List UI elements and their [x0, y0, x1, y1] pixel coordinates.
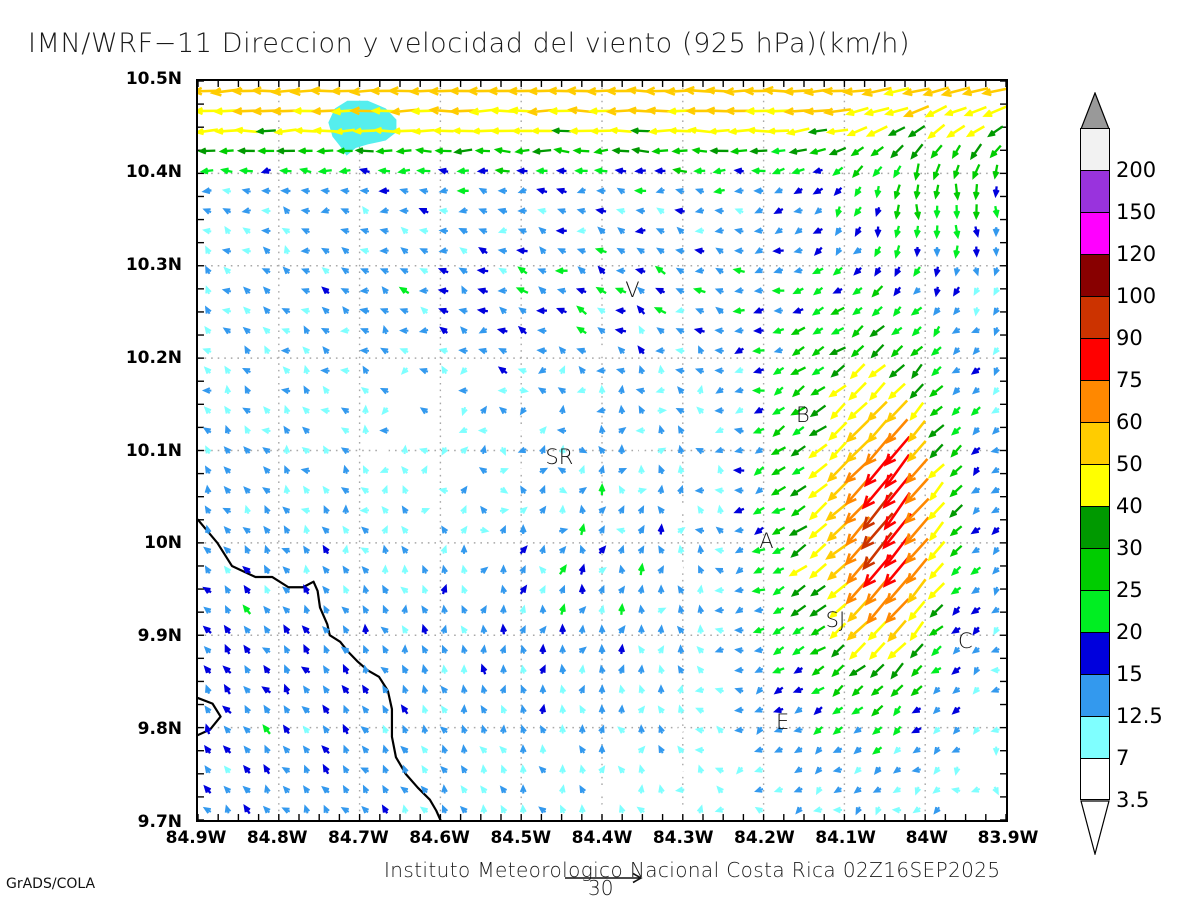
x-axis-tick-84W: 84W — [905, 828, 949, 848]
colorbar-bottom-arrow — [1080, 800, 1110, 855]
x-axis-tick-84.4W: 84.4W — [571, 828, 633, 848]
colorbar-label-7: 7 — [1116, 746, 1130, 770]
x-axis-tick-84.7W: 84.7W — [328, 828, 389, 848]
colorbar-label-120: 120 — [1116, 242, 1157, 266]
colorbar-band-100 — [1080, 254, 1110, 296]
colorbar-band-7 — [1080, 716, 1110, 758]
colorbar-band-200 — [1080, 128, 1110, 170]
colorbar-label-30: 30 — [1116, 536, 1143, 560]
y-axis-tick-10.4N: 10.4N — [125, 161, 182, 182]
colorbar-band-15 — [1080, 632, 1110, 674]
x-axis-tick-84.8W: 84.8W — [246, 828, 308, 848]
colorbar-label-40: 40 — [1116, 494, 1143, 518]
colorbar-band-3.5 — [1080, 758, 1110, 800]
colorbar-label-12.5: 12.5 — [1116, 704, 1163, 728]
colorbar-label-20: 20 — [1116, 620, 1143, 644]
colorbar-label-150: 150 — [1116, 200, 1157, 224]
colorbar-label-90: 90 — [1116, 326, 1143, 350]
plot-area: V B SR A SJ C E — [196, 79, 1008, 822]
page-title: IMN/WRF−11 Direccion y velocidad del vie… — [28, 28, 911, 59]
speed-colorbar: 200 150 120 100 90 75 60 50 40 30 25 20 15 12.5 7 3.5 — [1080, 92, 1190, 855]
colorbar-band-50 — [1080, 422, 1110, 464]
colorbar-bands — [1080, 128, 1110, 800]
colorbar-label-75: 75 — [1116, 368, 1143, 392]
colorbar-band-90 — [1080, 296, 1110, 338]
colorbar-label-15: 15 — [1116, 662, 1143, 686]
colorbar-label-100: 100 — [1116, 284, 1157, 308]
colorbar-band-20 — [1080, 590, 1110, 632]
y-axis-tick-9.8N: 9.8N — [137, 719, 182, 740]
colorbar-top-arrow — [1080, 92, 1110, 130]
y-axis-tick-10.1N: 10.1N — [125, 440, 182, 461]
grads-credit: GrADS/COLA — [6, 876, 96, 892]
y-axis-tick-10.3N: 10.3N — [125, 254, 182, 275]
colorbar-band-120 — [1080, 212, 1110, 254]
colorbar-band-60 — [1080, 380, 1110, 422]
y-axis-tick-10.2N: 10.2N — [125, 347, 182, 368]
y-axis-tick-10.5N: 10.5N — [125, 69, 182, 89]
y-axis-tick-9.7N: 9.7N — [137, 812, 182, 832]
colorbar-band-150 — [1080, 170, 1110, 212]
x-axis-labels: 84.9W 84.8W 84.7W 84.6W 84.5W 84.4W 84.3W 84.2W… — [166, 828, 1039, 856]
y-axis-tick-9.9N: 9.9N — [137, 626, 182, 647]
x-axis-tick-84.9W: 84.9W — [165, 828, 227, 848]
x-axis-tick-84.3W: 84.3W — [652, 828, 714, 848]
reference-vector-icon — [565, 872, 643, 884]
colorbar-band-25 — [1080, 548, 1110, 590]
x-axis-tick-84.1W: 84.1W — [815, 828, 876, 848]
colorbar-band-75 — [1080, 338, 1110, 380]
wind-vector-field — [198, 85, 1006, 816]
colorbar-label-3.5: 3.5 — [1116, 788, 1150, 812]
colorbar-band-40 — [1080, 464, 1110, 506]
x-axis-tick-84.5W: 84.5W — [490, 828, 552, 848]
colorbar-band-30 — [1080, 506, 1110, 548]
colorbar-label-25: 25 — [1116, 578, 1143, 602]
x-axis-tick-84.6W: 84.6W — [409, 828, 470, 848]
institute-credit: Instituto Meteorologico Nacional Costa R… — [384, 858, 1001, 882]
y-axis-labels: 9.7N 9.8N 9.9N 10N 10.1N 10.2N 10.3N 10.4N 10.5N — [0, 69, 188, 832]
y-axis-tick-10N: 10N — [144, 533, 182, 554]
colorbar-label-50: 50 — [1116, 452, 1143, 476]
x-axis-tick-83.9W: 83.9W — [977, 828, 1039, 848]
colorbar-band-12.5 — [1080, 674, 1110, 716]
reference-vector-label: 30 — [588, 876, 614, 900]
colorbar-label-60: 60 — [1116, 410, 1143, 434]
x-axis-tick-84.2W: 84.2W — [734, 828, 795, 848]
colorbar-label-200: 200 — [1116, 158, 1157, 182]
